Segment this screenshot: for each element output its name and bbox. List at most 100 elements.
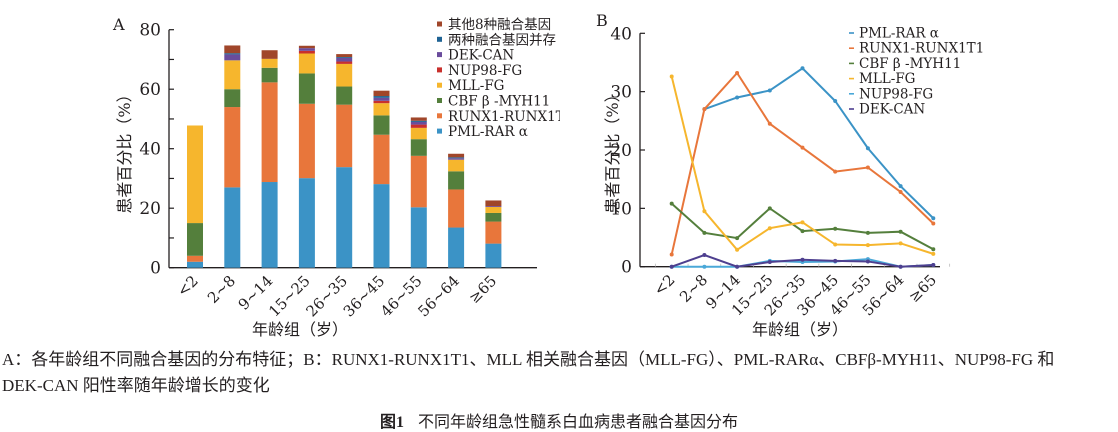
- y-axis-title: 患者百分比（%）: [115, 86, 134, 213]
- bar-segment: [336, 167, 353, 268]
- x-tick: 56~64: [414, 272, 463, 321]
- data-point: [898, 264, 903, 269]
- bar-segment: [298, 48, 315, 51]
- x-tick-label: 26~35: [302, 272, 351, 321]
- bar-segment: [485, 200, 502, 207]
- bar-segment: [224, 89, 241, 108]
- bar-segment: [485, 207, 502, 213]
- bar-segment: [485, 212, 502, 222]
- bar-segment: [298, 178, 315, 268]
- y-axis-title-text: 患者百分比（%）: [115, 86, 134, 213]
- bar-segment: [261, 58, 278, 68]
- data-point: [800, 145, 805, 150]
- bar-segment: [224, 45, 241, 54]
- y-axis-title-text: 患者百分比（%）: [603, 86, 622, 213]
- data-point: [702, 107, 707, 112]
- legend-label: PML-RAR α: [448, 124, 528, 140]
- x-axis-title: 年龄组（岁）: [752, 320, 848, 339]
- bar-segment: [336, 86, 353, 105]
- bar-segment: [485, 243, 502, 268]
- bar-segment: [410, 121, 427, 125]
- bar-segment: [336, 54, 353, 58]
- bar-segment: [336, 61, 353, 64]
- legend-label: CBF β -MYH11: [859, 56, 961, 72]
- legend-label: 其他8种融合基因: [448, 16, 551, 33]
- data-point: [865, 146, 870, 151]
- data-point: [669, 201, 674, 206]
- legend-swatch: [437, 52, 442, 58]
- x-tick: <2: [173, 272, 201, 300]
- bar-segment: [448, 159, 465, 172]
- bar-segment: [224, 107, 241, 188]
- data-point: [833, 242, 838, 247]
- bar-segment: [410, 117, 427, 121]
- bar-segment: [373, 115, 390, 135]
- bar-segment: [261, 67, 278, 83]
- data-point: [767, 121, 772, 126]
- bar-segment: [448, 171, 465, 190]
- legend-label: NUP98-FG: [448, 63, 522, 79]
- y-tick-label: 30: [610, 83, 632, 103]
- x-tick-label: 2~8: [204, 272, 239, 307]
- bar-segment: [187, 261, 203, 268]
- figure-label: 图1: [379, 414, 404, 431]
- data-point: [800, 229, 805, 234]
- data-point: [735, 247, 740, 252]
- x-tick-label: 46~55: [377, 272, 426, 321]
- data-point: [931, 262, 936, 267]
- legend-label: MLL-FG: [859, 71, 915, 87]
- data-point: [898, 184, 903, 189]
- legend-swatch: [437, 21, 442, 27]
- bar-segment: [224, 54, 241, 61]
- bar-segment: [373, 103, 390, 116]
- bar-segment: [298, 103, 315, 179]
- y-tick-label: 60: [139, 80, 161, 100]
- data-point: [767, 226, 772, 231]
- legend-swatch: [437, 98, 442, 103]
- x-tick: 2~8: [204, 272, 239, 307]
- bar-segment: [410, 124, 427, 128]
- data-point: [865, 259, 870, 264]
- bar-segment: [373, 97, 390, 101]
- x-tick: ≥65: [465, 272, 500, 307]
- data-point: [800, 257, 805, 262]
- x-tick: 36~45: [340, 272, 389, 321]
- bar-segment: [410, 155, 427, 208]
- bar-segment: [410, 207, 427, 268]
- legend-label: RUNX1-RUNX1T1: [859, 41, 984, 57]
- legend-label: CBF β -MYH11: [448, 94, 550, 110]
- bar-segment: [410, 139, 427, 156]
- bar-segment: [485, 206, 502, 208]
- data-point: [865, 165, 870, 170]
- y-tick-label: 20: [610, 141, 632, 161]
- bar-segment: [298, 53, 315, 74]
- data-point: [767, 260, 772, 265]
- bar-segment: [224, 60, 241, 90]
- bar-segment: [336, 57, 353, 58]
- bar-segment: [261, 82, 278, 183]
- x-tick-label: 56~64: [414, 272, 463, 321]
- x-tick: <2: [650, 271, 678, 299]
- bar-segment: [224, 187, 241, 268]
- data-point: [669, 252, 674, 257]
- bar-segment: [261, 182, 278, 268]
- data-point: [931, 216, 936, 221]
- legend-label: RUNX1-RUNX1T1: [448, 109, 560, 125]
- data-point: [833, 226, 838, 231]
- data-point: [702, 253, 707, 258]
- bar-segment: [448, 153, 465, 158]
- panel-label-b: B: [596, 11, 608, 30]
- data-point: [702, 230, 707, 235]
- y-tick-label: 0: [150, 259, 161, 279]
- x-axis-title: 年龄组（岁）: [252, 320, 348, 339]
- bar-segment: [373, 184, 390, 268]
- data-point: [833, 258, 838, 263]
- data-point: [800, 66, 805, 71]
- bar-segment: [448, 227, 465, 268]
- y-axis-title: 患者百分比（%）: [603, 86, 622, 213]
- bar-segment: [298, 73, 315, 104]
- legend-label: DEK-CAN: [859, 102, 925, 118]
- series-line: [704, 67, 935, 219]
